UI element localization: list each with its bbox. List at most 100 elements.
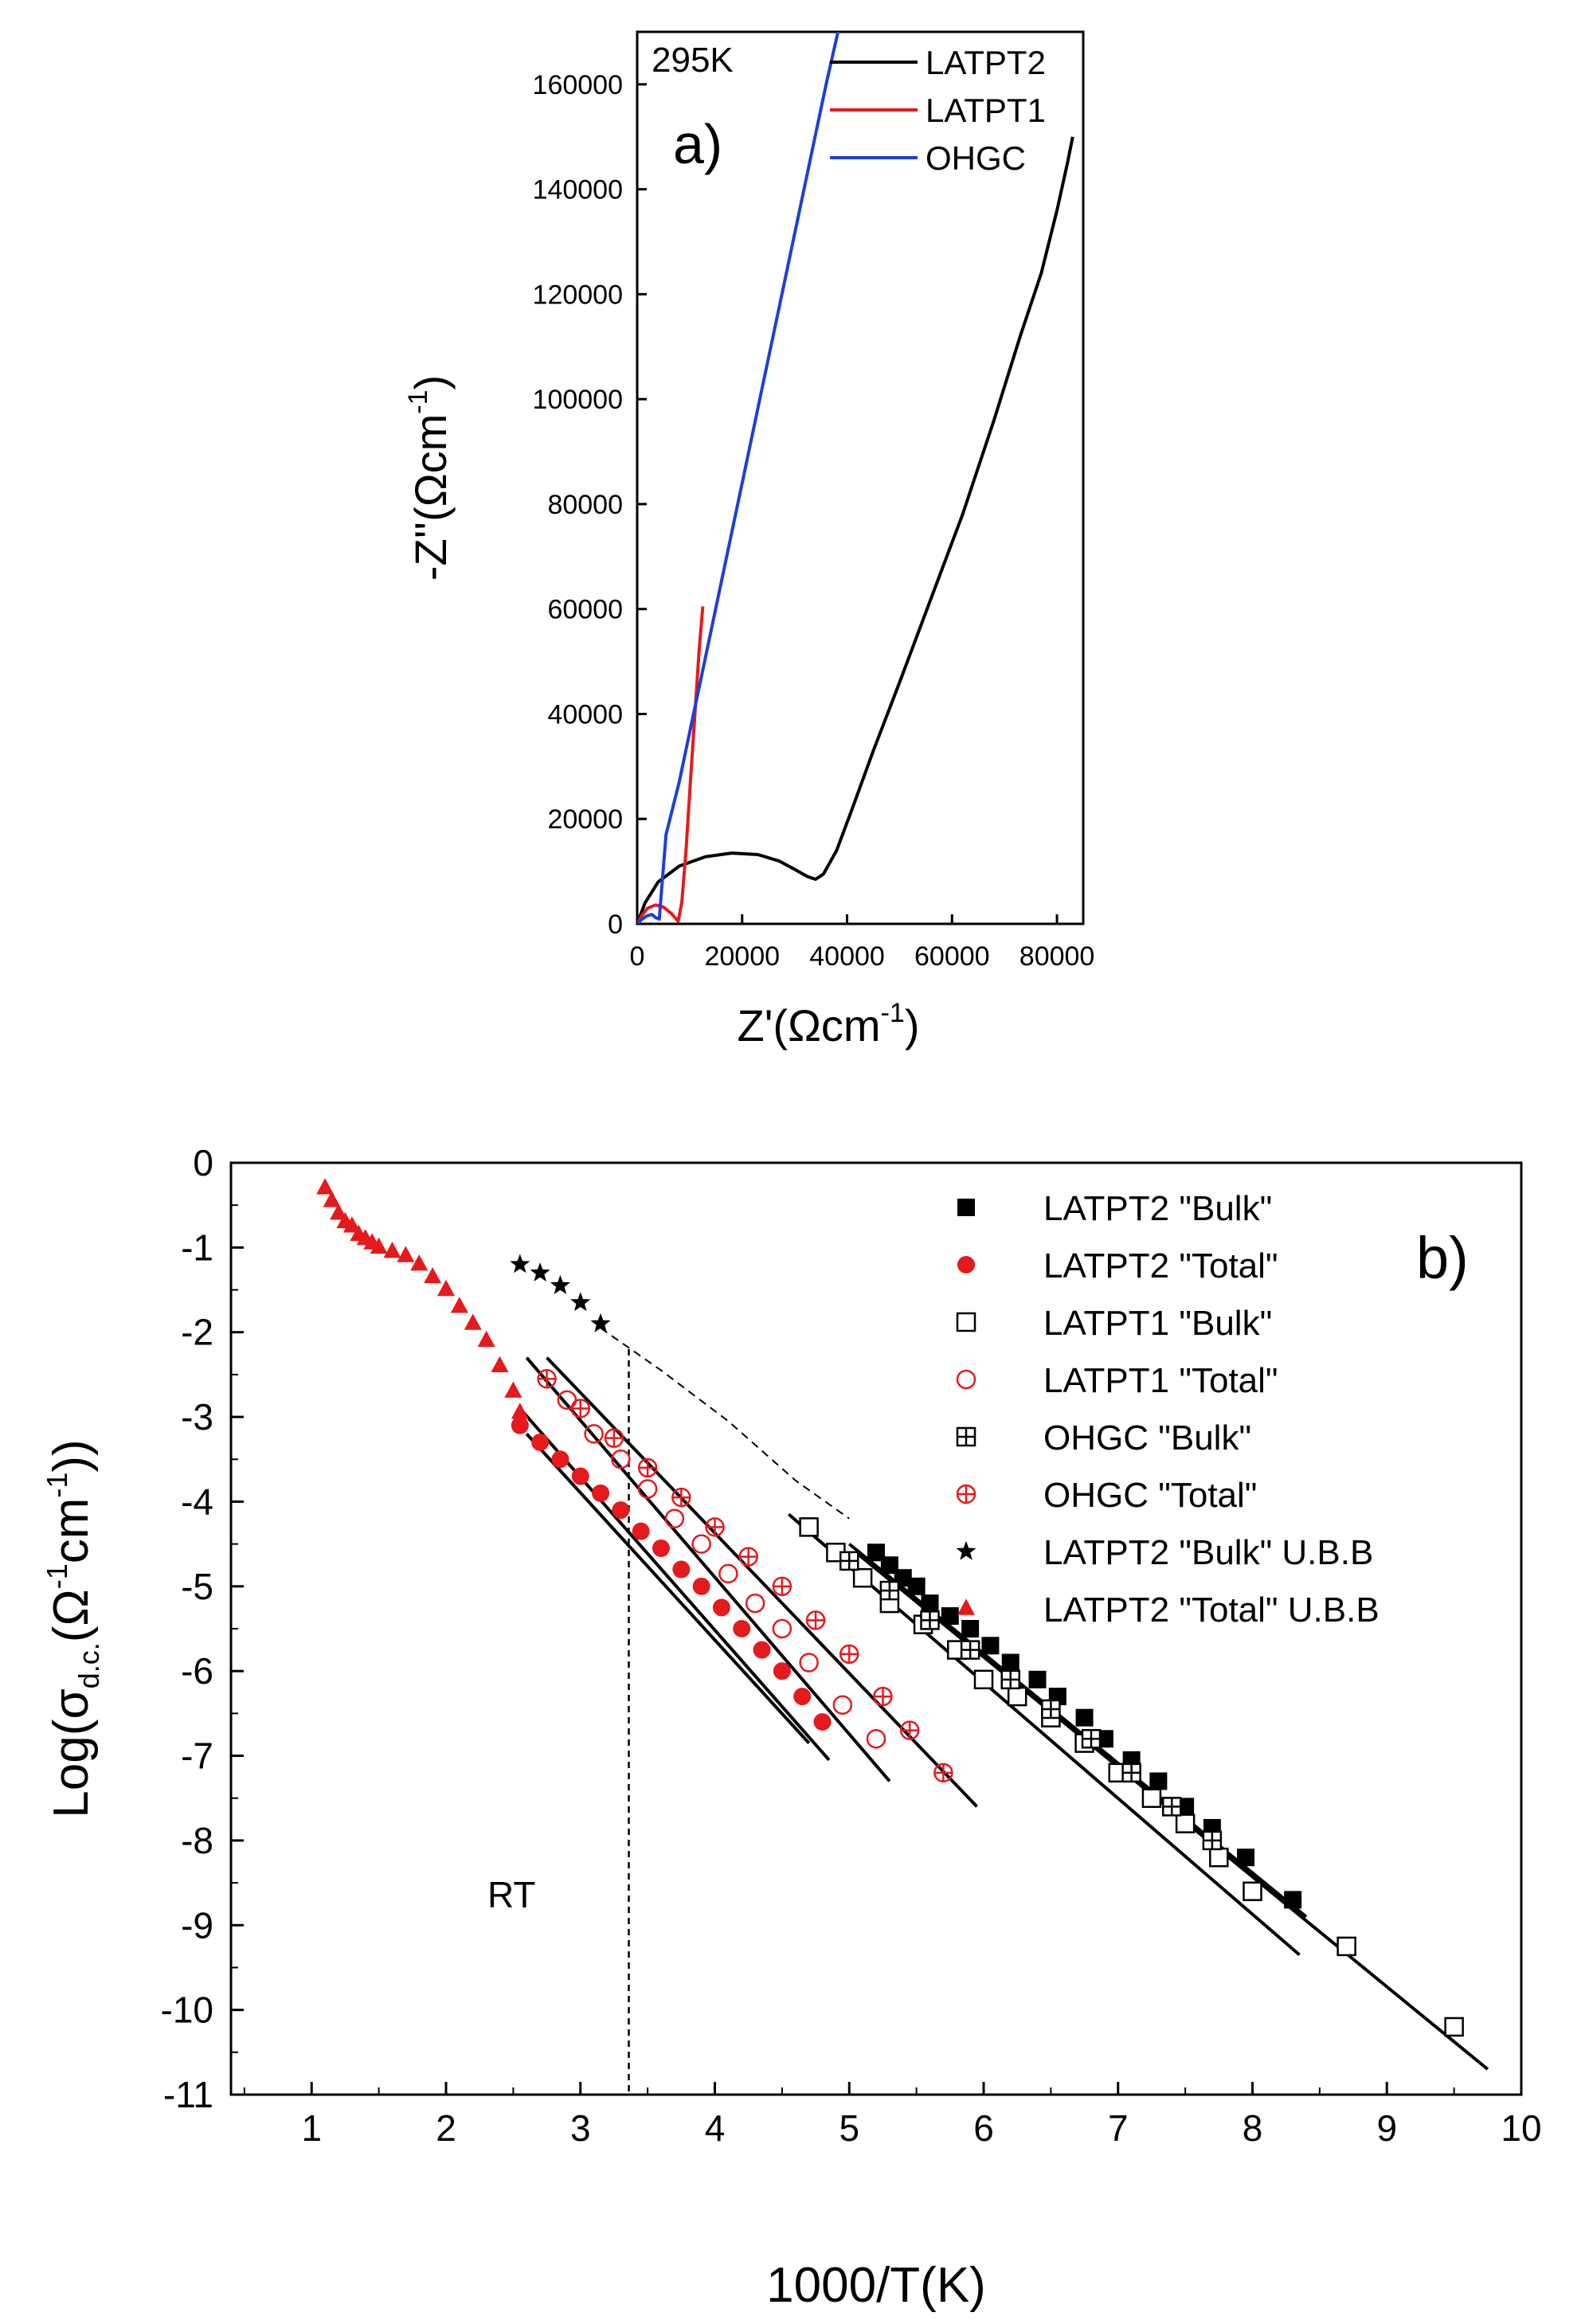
data-point bbox=[839, 1644, 859, 1665]
data-point bbox=[437, 1279, 455, 1297]
data-point bbox=[637, 1479, 658, 1499]
data-point bbox=[733, 1620, 751, 1637]
y-tick-label: -3 bbox=[181, 1396, 213, 1438]
data-point bbox=[632, 1522, 650, 1540]
data-point bbox=[1081, 1729, 1102, 1749]
extrapolation-curve bbox=[600, 1327, 850, 1520]
series-line-latpt1 bbox=[637, 606, 705, 924]
data-point bbox=[370, 1237, 388, 1254]
data-point bbox=[745, 1593, 765, 1614]
data-point bbox=[852, 1567, 873, 1588]
x-axis-title-exponent: -1 bbox=[881, 998, 905, 1028]
data-point bbox=[511, 1403, 529, 1419]
data-point bbox=[957, 1199, 975, 1216]
data-point bbox=[879, 1580, 900, 1601]
data-point bbox=[941, 1607, 959, 1626]
data-point bbox=[1175, 1813, 1196, 1833]
data-point bbox=[477, 1330, 495, 1348]
data-point bbox=[773, 1662, 791, 1680]
axes: 0 20000 40000 60000 80000 0 20000 40000 60000 800… bbox=[533, 70, 1095, 972]
data-point bbox=[1162, 1797, 1182, 1817]
legend-label: LATPT1 "Total" bbox=[1043, 1361, 1278, 1400]
rt-annotation: RT bbox=[487, 1874, 536, 1915]
x-tick-label: 40000 bbox=[809, 941, 885, 972]
panel-label: a) bbox=[673, 113, 722, 175]
y-tick-label: 80000 bbox=[547, 490, 623, 520]
legend: LATPT2 LATPT1 OHGC bbox=[830, 44, 1046, 177]
temperature-annotation: 295K bbox=[652, 41, 734, 80]
data-point bbox=[570, 1399, 591, 1418]
y-axis-title: Log(σd.c.(Ω-1cm-1)) bbox=[41, 1439, 105, 1817]
y-tick-label: -1 bbox=[181, 1227, 213, 1268]
data-point bbox=[839, 1551, 859, 1571]
data-point bbox=[832, 1695, 853, 1715]
data-point bbox=[1444, 2017, 1464, 2037]
x-axis-title-text: Z'(Ωcm bbox=[738, 1000, 881, 1050]
y-tick-label: 120000 bbox=[533, 280, 623, 310]
data-point bbox=[316, 1178, 335, 1195]
data-point bbox=[410, 1254, 429, 1271]
data-point bbox=[873, 1686, 893, 1707]
x-tick-label: 5 bbox=[839, 2107, 859, 2149]
data-point bbox=[960, 1640, 980, 1660]
y-axis-title: -Z''(Ωcm-1) bbox=[403, 375, 456, 581]
data-point bbox=[584, 1424, 604, 1444]
fit-line bbox=[546, 1356, 979, 1808]
data-point bbox=[571, 1467, 589, 1485]
data-point bbox=[612, 1501, 630, 1520]
y-axis-title-prefix: Log(σ bbox=[44, 1688, 99, 1817]
legend-label: LATPT2 "Total" U.B.B bbox=[1043, 1590, 1380, 1630]
y-tick-label: 140000 bbox=[533, 175, 623, 205]
data-point bbox=[956, 1484, 976, 1504]
x-tick-label: 9 bbox=[1376, 2107, 1397, 2149]
data-point bbox=[637, 1457, 658, 1478]
y-axis-title-mid: (Ω bbox=[44, 1589, 99, 1642]
x-axis-title-close: ) bbox=[905, 1000, 920, 1050]
data-point bbox=[504, 1381, 522, 1398]
data-point bbox=[664, 1508, 685, 1528]
y-tick-label: 20000 bbox=[547, 804, 623, 835]
y-tick-label: 60000 bbox=[547, 595, 623, 625]
y-tick-label: -11 bbox=[163, 2074, 213, 2115]
data-point bbox=[712, 1598, 730, 1617]
data-point bbox=[1202, 1830, 1223, 1851]
series-open-circle bbox=[557, 1390, 886, 1749]
data-point bbox=[424, 1266, 442, 1284]
series-star bbox=[510, 1254, 611, 1332]
y-tick-label: -4 bbox=[181, 1481, 213, 1522]
y-tick-label: 0 bbox=[193, 1142, 213, 1184]
plot-area bbox=[637, 32, 1074, 924]
y-axis-title-subscript: d.c. bbox=[72, 1642, 105, 1688]
y-axis-title-exponent: -1 bbox=[403, 390, 433, 414]
x-tick-label: 20000 bbox=[704, 941, 780, 972]
x-axis-title: Z'(Ωcm-1) bbox=[738, 998, 920, 1050]
data-point bbox=[961, 1620, 980, 1637]
data-point bbox=[530, 1262, 550, 1281]
legend-label-ohgc: OHGC bbox=[926, 139, 1026, 177]
legend-label: OHGC "Bulk" bbox=[1043, 1418, 1251, 1457]
x-tick-label: 60000 bbox=[914, 941, 990, 972]
y-tick-label: 40000 bbox=[547, 699, 623, 730]
y-axis-title-close: ) bbox=[405, 375, 456, 390]
data-point bbox=[652, 1539, 670, 1557]
data-point bbox=[880, 1556, 898, 1575]
data-point bbox=[464, 1313, 482, 1330]
data-point bbox=[510, 1254, 530, 1274]
axes: 1 2 3 4 5 6 7 8 9 10 0 -1 -2 -3 -4 -5 -6 -7 -8 -9 -10 -11 bbox=[161, 1142, 1542, 2149]
data-point bbox=[956, 1426, 976, 1447]
data-point bbox=[772, 1576, 792, 1596]
data-point bbox=[973, 1669, 994, 1690]
data-point bbox=[491, 1356, 509, 1372]
data-point bbox=[1237, 1849, 1255, 1867]
data-point bbox=[793, 1688, 812, 1706]
legend-label-latpt1: LATPT1 bbox=[926, 92, 1046, 129]
legend-label: LATPT1 "Bulk" bbox=[1043, 1304, 1272, 1343]
plot-area bbox=[316, 1178, 1489, 2095]
data-point bbox=[813, 1713, 832, 1731]
series-filled-triangle bbox=[316, 1178, 529, 1419]
data-point bbox=[1041, 1699, 1061, 1720]
fit-line bbox=[788, 1512, 1301, 1957]
series-line-latpt2 bbox=[637, 136, 1074, 924]
x-axis-title: 1000/T(K) bbox=[766, 2258, 986, 2313]
data-point bbox=[933, 1763, 953, 1782]
